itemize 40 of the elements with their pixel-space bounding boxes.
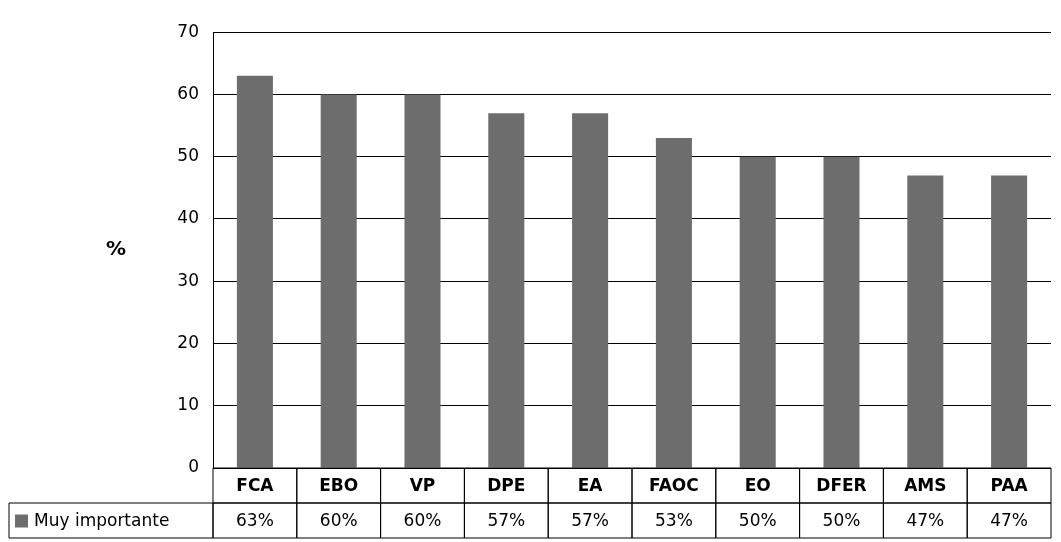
y-tick-label: 70 bbox=[177, 20, 199, 41]
bar bbox=[907, 175, 944, 468]
y-tick-label: 40 bbox=[177, 207, 199, 228]
x-tick-label: DPE bbox=[487, 474, 526, 495]
data-label: 60% bbox=[403, 509, 442, 530]
bar bbox=[655, 138, 692, 468]
y-tick-label: 30 bbox=[177, 269, 199, 290]
x-tick-label: VP bbox=[409, 474, 436, 495]
data-label: 57% bbox=[571, 509, 609, 530]
data-label: 60% bbox=[319, 509, 358, 530]
y-tick-label: 10 bbox=[177, 394, 199, 415]
data-label: 57% bbox=[487, 509, 526, 530]
x-tick-label: FCA bbox=[236, 474, 275, 495]
y-tick-label: 50 bbox=[177, 145, 199, 166]
x-tick-label: PAA bbox=[990, 474, 1029, 495]
y-tick-label: 20 bbox=[177, 331, 199, 352]
bar bbox=[320, 94, 357, 468]
bar bbox=[488, 113, 525, 468]
bar bbox=[404, 94, 441, 468]
data-label: 50% bbox=[822, 509, 861, 530]
x-tick-label: EO bbox=[744, 474, 771, 495]
bar bbox=[236, 75, 273, 468]
data-label: 63% bbox=[236, 509, 274, 530]
x-tick-label: FAOC bbox=[649, 474, 699, 495]
legend-label: Muy importante bbox=[34, 509, 170, 530]
bar bbox=[739, 156, 776, 468]
y-axis-title: % bbox=[105, 236, 127, 261]
x-tick-label: EBO bbox=[319, 474, 359, 495]
y-tick-label: 60 bbox=[177, 82, 199, 103]
data-label: 47% bbox=[906, 509, 945, 530]
x-tick-label: AMS bbox=[904, 474, 947, 495]
bar bbox=[991, 175, 1028, 468]
data-label: 53% bbox=[655, 509, 693, 530]
x-tick-label: DFER bbox=[816, 474, 867, 495]
bar bbox=[572, 113, 609, 468]
data-label: 47% bbox=[990, 509, 1028, 530]
y-tick-label: 0 bbox=[188, 456, 199, 477]
data-label: 50% bbox=[738, 509, 777, 530]
bar bbox=[823, 156, 860, 468]
x-tick-label: EA bbox=[577, 474, 604, 495]
